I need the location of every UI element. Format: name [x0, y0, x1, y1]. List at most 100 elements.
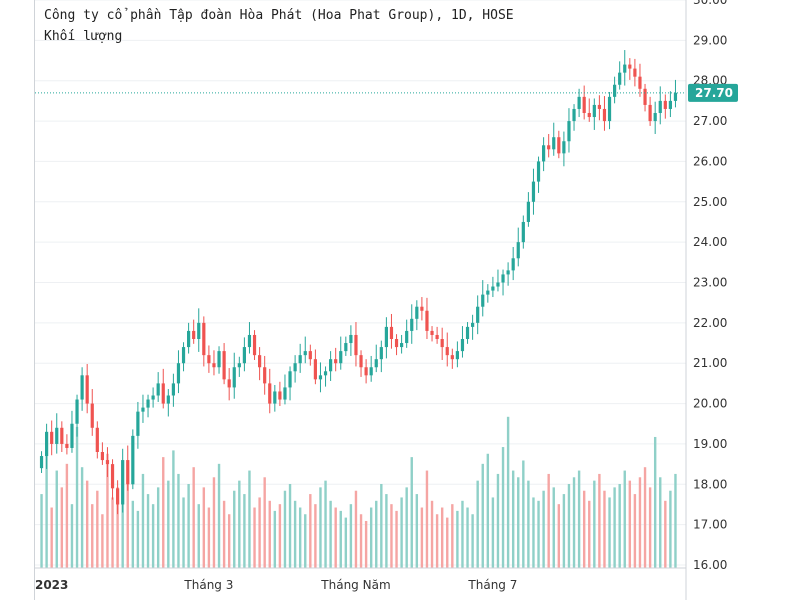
candle-body [521, 221, 525, 243]
volume-bar [238, 480, 241, 568]
volume-bar [212, 477, 216, 568]
candle-body [379, 347, 383, 360]
candle-body [80, 375, 84, 400]
volume-bar [481, 463, 484, 568]
candle-body [39, 456, 44, 469]
candle-body [110, 464, 115, 489]
volume-bar [197, 504, 200, 568]
volume-bar [141, 473, 145, 568]
volume-bar [298, 507, 302, 568]
candle-body [166, 395, 170, 404]
volume-bar [45, 447, 48, 568]
volume-bar [227, 514, 231, 568]
volume-bar [283, 490, 287, 568]
volume-bar [278, 504, 282, 568]
candle-body [293, 363, 297, 372]
candle-body [202, 322, 206, 356]
candle-body [222, 351, 226, 380]
volume-bar [375, 500, 378, 568]
volume-bar [349, 504, 353, 568]
candle-body [536, 161, 541, 182]
volume-bar [659, 477, 662, 568]
x-tick-label: Tháng Năm [320, 578, 390, 592]
volume-bar [648, 487, 652, 568]
candle-body [197, 322, 201, 339]
candle-body [384, 326, 388, 348]
volume-bar [167, 480, 170, 568]
candle-body [486, 290, 490, 295]
y-tick-label: 30.00 [693, 0, 727, 7]
volume-bar [354, 490, 358, 568]
volume-bar [567, 484, 571, 568]
volume-bar [96, 490, 99, 568]
candle-body [425, 310, 429, 331]
volume-bar [111, 497, 114, 568]
volume-bar [70, 504, 74, 568]
candle-body [476, 306, 480, 323]
volume-bar [324, 480, 327, 568]
volume-bar [415, 494, 419, 568]
volume-bar [202, 487, 206, 568]
volume-bar [435, 514, 439, 568]
x-axis: 2023 Tháng 3 Tháng Năm Tháng 7 [35, 0, 687, 600]
candle-body [648, 104, 652, 122]
candle-body [389, 326, 394, 339]
candle-body [455, 351, 459, 360]
candle-body [65, 443, 69, 448]
candle-body [323, 371, 328, 376]
candle-body [587, 113, 591, 118]
volume-bar [623, 470, 626, 568]
volume-bar [288, 484, 292, 568]
volume-bar [146, 494, 150, 568]
volume-bar [598, 473, 601, 568]
candle-body [354, 334, 358, 356]
y-tick-label: 17.00 [693, 518, 727, 532]
volume-bar [628, 480, 632, 568]
volume-bar [577, 470, 581, 568]
volume-bar [400, 497, 403, 568]
volume-bar [136, 510, 140, 568]
candle-body [663, 100, 667, 109]
candle-body [592, 104, 596, 118]
candle-body [613, 84, 617, 97]
volume-bar [364, 520, 368, 568]
volume-bar [55, 470, 58, 568]
y-tick-label: 19.00 [693, 437, 727, 451]
candle-body [85, 375, 89, 404]
candle-body [75, 399, 79, 424]
volume-bar [486, 453, 490, 568]
candle-body [623, 64, 627, 73]
y-tick-label: 25.00 [693, 195, 727, 209]
volume-bar [344, 517, 348, 568]
volume-bar [532, 497, 535, 568]
volume-bar [506, 416, 510, 568]
volume-bar [85, 480, 89, 568]
candle-body [602, 108, 607, 122]
y-tick-label: 22.00 [693, 316, 727, 330]
candle-body [562, 141, 566, 154]
candle-body [547, 145, 551, 150]
candle-body [633, 68, 637, 77]
volume-bar [638, 477, 642, 568]
volume-bar [572, 477, 576, 568]
candle-body [460, 339, 465, 352]
y-tick-label: 26.00 [693, 154, 727, 168]
volume-bar [395, 510, 398, 568]
volume-bar [653, 436, 657, 568]
candle-body [567, 121, 571, 142]
candle-body [141, 407, 145, 412]
candle-body [171, 383, 175, 396]
volume-bar [643, 467, 647, 568]
volume-bar [187, 484, 190, 568]
volume-bar [334, 507, 337, 568]
x-tick-label: 2023 [35, 578, 68, 592]
y-tick-label: 27.00 [693, 114, 727, 128]
candle-body [283, 387, 287, 400]
candle-body [607, 96, 612, 122]
volume-bar [527, 480, 530, 568]
candle-body [151, 395, 155, 400]
candle-body [506, 270, 510, 275]
plot-border [34, 0, 35, 600]
